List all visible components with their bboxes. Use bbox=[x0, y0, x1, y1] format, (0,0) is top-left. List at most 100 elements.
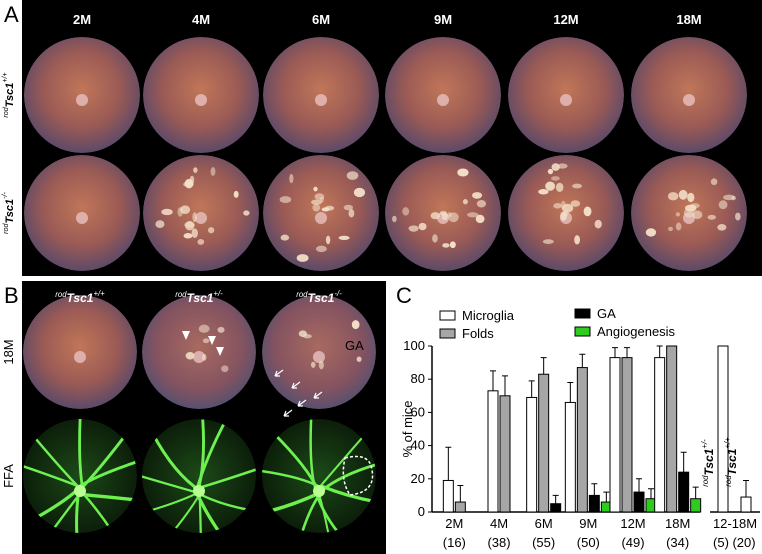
error-bar bbox=[502, 375, 508, 396]
fundus-photo bbox=[631, 155, 747, 271]
lesion bbox=[351, 320, 360, 330]
genotype-gene: Tsc1 bbox=[702, 448, 716, 475]
bar bbox=[690, 498, 702, 513]
legend-swatch bbox=[439, 310, 456, 321]
vessel bbox=[79, 431, 129, 491]
lesion bbox=[183, 233, 193, 239]
genotype-prefix: rod bbox=[296, 290, 308, 299]
y-tick-label: 40 bbox=[411, 438, 425, 453]
error-bar bbox=[603, 491, 610, 503]
ga-outline bbox=[342, 455, 374, 496]
panel-letter: C bbox=[396, 283, 412, 308]
vessel bbox=[82, 492, 127, 533]
count-label: (16) bbox=[443, 535, 466, 550]
legend-label: Folds bbox=[462, 326, 494, 341]
lesion bbox=[476, 200, 487, 208]
genotype-sup: +/- bbox=[213, 289, 223, 298]
lesion bbox=[217, 326, 225, 333]
lesion bbox=[547, 168, 554, 175]
x-tick-label: 9M bbox=[579, 516, 597, 531]
vessel bbox=[83, 493, 137, 504]
photos bbox=[23, 37, 747, 533]
fundus-photo bbox=[508, 155, 624, 271]
lesion bbox=[279, 196, 292, 204]
optic-disc bbox=[313, 485, 325, 497]
legend-label: Angiogenesis bbox=[597, 324, 676, 339]
count-label: (38) bbox=[487, 535, 510, 550]
lesion bbox=[462, 199, 468, 205]
lesion bbox=[707, 214, 716, 220]
error-bar bbox=[490, 370, 496, 391]
lesion bbox=[207, 227, 215, 234]
genotype-label: rodTsc1+/- bbox=[175, 289, 223, 305]
lesion bbox=[563, 209, 569, 217]
lesion bbox=[439, 210, 447, 216]
count-label: (20) bbox=[732, 535, 755, 550]
lesion bbox=[302, 334, 312, 339]
lesion bbox=[402, 207, 410, 216]
lesion bbox=[687, 192, 695, 203]
lesion bbox=[192, 212, 198, 223]
genotype-label: rodTsc1+/- bbox=[700, 439, 716, 487]
error-bar bbox=[579, 353, 586, 368]
vessel bbox=[34, 493, 81, 533]
error-bar bbox=[656, 345, 663, 358]
fundus-photo bbox=[508, 37, 624, 153]
optic-disc bbox=[74, 485, 86, 497]
arrowhead bbox=[182, 331, 190, 340]
lesion bbox=[735, 212, 741, 221]
lesion bbox=[718, 200, 728, 210]
lesion bbox=[325, 235, 331, 245]
count-label: (49) bbox=[621, 535, 644, 550]
lesion bbox=[233, 190, 239, 198]
column-header: 6M bbox=[312, 12, 330, 27]
legend-swatch bbox=[439, 328, 456, 339]
lesion bbox=[184, 178, 194, 189]
count-label: (34) bbox=[666, 535, 689, 550]
genotype-gene: Tsc1 bbox=[725, 448, 739, 475]
vessel bbox=[202, 462, 256, 489]
lesion bbox=[572, 183, 583, 189]
lesion bbox=[683, 208, 695, 218]
lesion bbox=[315, 245, 327, 253]
lesion bbox=[457, 168, 469, 177]
genotype-sup: -/- bbox=[1, 192, 9, 199]
bar bbox=[717, 345, 729, 513]
arrow bbox=[297, 399, 307, 407]
column-header: 4M bbox=[192, 12, 210, 27]
lesion bbox=[594, 219, 602, 229]
bar bbox=[678, 471, 690, 513]
error-bar bbox=[540, 357, 547, 375]
fundus-photo bbox=[24, 37, 140, 153]
genotype-label: rodTsc1+/+ bbox=[1, 72, 16, 117]
bar bbox=[564, 401, 576, 513]
x-tick-label: 2M bbox=[445, 516, 463, 531]
vessel bbox=[200, 493, 256, 515]
legend-label: Microglia bbox=[462, 308, 515, 323]
lesion bbox=[551, 163, 560, 171]
lesion bbox=[177, 207, 184, 217]
lesion bbox=[692, 210, 703, 220]
genotype-sup: +/- bbox=[700, 439, 709, 449]
lesion bbox=[710, 178, 718, 186]
column-header: 18M bbox=[676, 12, 701, 27]
row-label: 18M bbox=[1, 339, 16, 364]
lesion bbox=[353, 187, 366, 198]
lesion bbox=[185, 220, 195, 231]
lesion bbox=[717, 224, 727, 231]
genotype-label: rodTsc1-/- bbox=[296, 289, 342, 305]
error-bar bbox=[743, 479, 749, 498]
genotype-prefix: rod bbox=[724, 475, 733, 487]
lesion bbox=[312, 203, 321, 212]
lesion bbox=[313, 186, 318, 192]
arrow bbox=[283, 409, 293, 417]
lesion bbox=[550, 176, 560, 181]
lesion bbox=[583, 206, 592, 217]
bar bbox=[454, 501, 466, 513]
lesion bbox=[430, 212, 440, 220]
lesion bbox=[343, 204, 354, 211]
count-label: (5) bbox=[713, 535, 729, 550]
genotype-sup: +/+ bbox=[1, 72, 9, 82]
lesion bbox=[314, 193, 325, 200]
genotype-prefix: rod bbox=[175, 290, 187, 299]
